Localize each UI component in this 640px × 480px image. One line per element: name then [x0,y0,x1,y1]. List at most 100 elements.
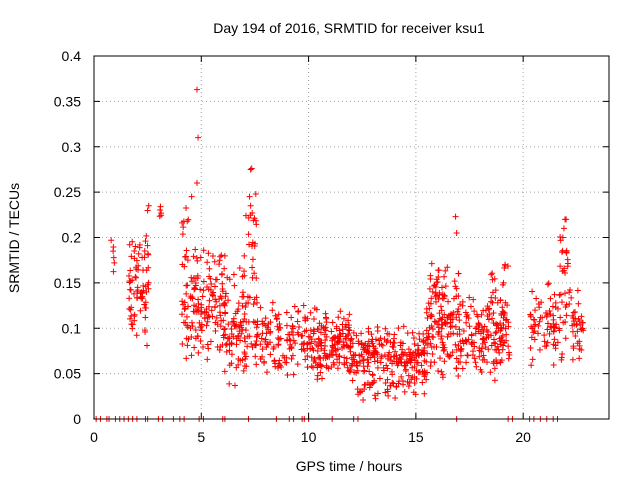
data-point [489,299,496,306]
data-point [265,341,272,348]
data-point [404,330,411,337]
data-point [390,335,397,342]
data-point [340,315,347,322]
data-point [324,354,331,361]
data-point [535,322,542,329]
data-point [455,270,462,277]
data-point [217,312,224,319]
data-point [415,346,422,353]
data-point [144,207,151,214]
data-point [262,338,269,345]
data-point [288,345,295,352]
data-point [298,332,305,339]
data-point [345,322,352,329]
data-point [474,313,481,320]
data-point [544,281,551,288]
data-point [441,311,448,318]
data-point [531,328,538,335]
data-point [389,379,396,386]
data-point [129,238,136,245]
data-point [126,272,133,279]
data-point [382,380,389,387]
data-point [178,311,185,318]
data-point [424,315,431,322]
data-point [322,310,329,317]
data-point [334,346,341,353]
data-point [247,202,254,209]
data-point [428,295,435,302]
data-point [246,333,253,340]
data-point [321,325,328,332]
data-point [181,299,188,306]
data-point [281,354,288,361]
data-point [191,285,198,292]
data-point [275,360,282,367]
data-point [294,329,301,336]
data-point [570,309,577,316]
data-point [283,359,290,366]
data-point [411,380,418,387]
data-point [572,332,579,339]
data-point [470,339,477,346]
data-point [447,352,454,359]
data-point [382,389,389,396]
data-point [472,325,479,332]
data-point [219,285,226,292]
data-point [188,193,195,200]
data-point [143,232,150,239]
data-point [188,319,195,326]
data-point [414,347,421,354]
data-point [269,299,276,306]
data-point [333,323,340,330]
data-point [428,344,435,351]
data-point [393,355,400,362]
data-point [245,299,252,306]
data-point [328,328,335,335]
data-point [489,276,496,283]
data-point [536,346,543,353]
data-point [471,308,478,315]
y-tick-label: 0.05 [54,366,81,382]
data-point [257,304,264,311]
data-point [495,346,502,353]
data-point [184,324,191,331]
data-point [158,210,165,217]
data-point [110,248,117,255]
data-point [131,255,138,262]
data-point [502,261,509,268]
data-point [350,329,357,336]
data-point [317,362,324,369]
data-point [144,242,151,249]
data-point [549,303,556,310]
data-point [536,304,543,311]
data-point [205,250,212,257]
data-point [491,377,498,384]
data-point [381,352,388,359]
data-point [206,313,213,320]
data-point [360,357,367,364]
data-point [339,326,346,333]
data-point [529,288,536,295]
data-point [267,319,274,326]
data-point [451,278,458,285]
data-point [575,300,582,307]
data-point [376,375,383,382]
data-point [404,360,411,367]
data-point [252,190,259,197]
data-point [235,300,242,307]
data-point [385,392,392,399]
data-point [545,280,552,287]
data-point [259,346,266,353]
data-point [438,335,445,342]
data-point [570,315,577,322]
data-point [497,338,504,345]
data-point [290,331,297,338]
data-point [211,283,218,290]
data-point [249,264,256,271]
data-point [488,271,495,278]
data-point [459,302,466,309]
data-point [481,356,488,363]
data-point [491,365,498,372]
data-point [219,270,226,277]
